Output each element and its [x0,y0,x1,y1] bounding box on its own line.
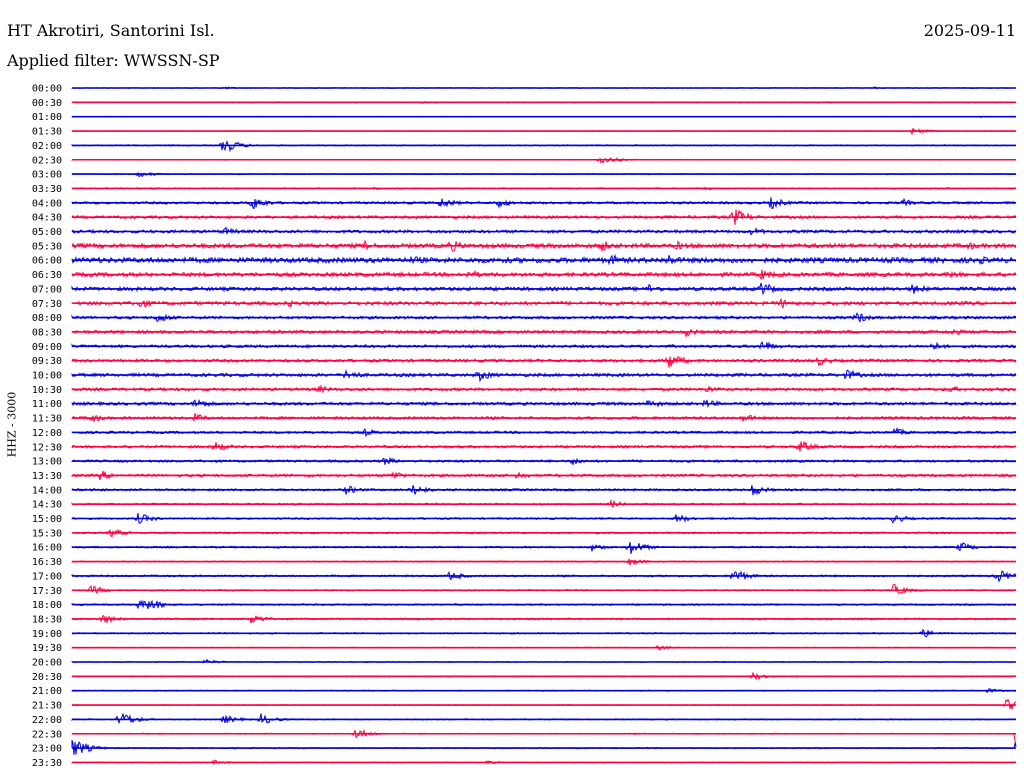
tick-label: 02:30 [32,155,62,166]
tick-label: 05:00 [32,227,62,238]
tick-label: 06:00 [32,256,62,267]
tick-label: 17:00 [32,571,62,582]
tick-label: 13:00 [32,457,62,468]
trace-line [71,713,1017,725]
tick-label: 23:00 [32,744,62,755]
tick-label: 18:00 [32,600,62,611]
tick-label: 03:00 [32,170,62,181]
tick-label: 16:00 [32,543,62,554]
tick-label: 08:00 [32,313,62,324]
filter-label: Applied filter: WWSSN-SP [7,51,220,70]
date-label: 2025-09-11 [923,21,1016,40]
tick-label: 07:00 [32,284,62,295]
tick-label: 02:00 [32,141,62,152]
tick-label: 01:30 [32,127,62,138]
tick-label: 18:30 [32,614,62,625]
tick-label: 05:30 [32,241,62,252]
tick-label: 01:00 [32,112,62,123]
tick-label: 11:30 [32,414,62,425]
tick-label: 22:30 [32,729,62,740]
tick-label: 14:30 [32,500,62,511]
tick-label: 04:30 [32,213,62,224]
trace-line [71,583,1017,595]
tick-label: 12:00 [32,428,62,439]
tick-label: 07:30 [32,299,62,310]
trace-line [71,328,1017,339]
tick-label: 22:00 [32,715,62,726]
tick-label: 15:00 [32,514,62,525]
tick-label: 09:00 [32,342,62,353]
tick-label: 19:30 [32,643,62,654]
tick-label: 12:30 [32,442,62,453]
tick-label: 13:30 [32,471,62,482]
trace-line [71,355,1017,368]
tick-label: 15:30 [32,528,62,539]
tick-label: 21:00 [32,686,62,697]
tick-label: 00:00 [32,84,62,95]
tick-label: 23:30 [32,758,62,769]
tick-label: 09:30 [32,356,62,367]
tick-label: 20:30 [32,672,62,683]
tick-label: 03:30 [32,184,62,195]
tick-label: 04:00 [32,198,62,209]
tick-label: 21:30 [32,701,62,712]
tick-label: 10:30 [32,385,62,396]
tick-label: 17:30 [32,586,62,597]
tick-label: 16:30 [32,557,62,568]
tick-label: 14:00 [32,485,62,496]
tick-label: 20:00 [32,658,62,669]
station-title: HT Akrotiri, Santorini Isl. [7,21,215,40]
time-tick-labels: 00:00 00:30 01:00 01:30 02:00 02:30 03:00 03:30… [32,84,62,769]
tick-label: 00:30 [32,98,62,109]
tick-label: 10:00 [32,371,62,382]
tick-label: 06:30 [32,270,62,281]
tick-label: 19:00 [32,629,62,640]
tick-label: 08:30 [32,327,62,338]
trace-line [71,729,1017,747]
seismogram-traces [71,86,1017,765]
tick-label: 11:00 [32,399,62,410]
